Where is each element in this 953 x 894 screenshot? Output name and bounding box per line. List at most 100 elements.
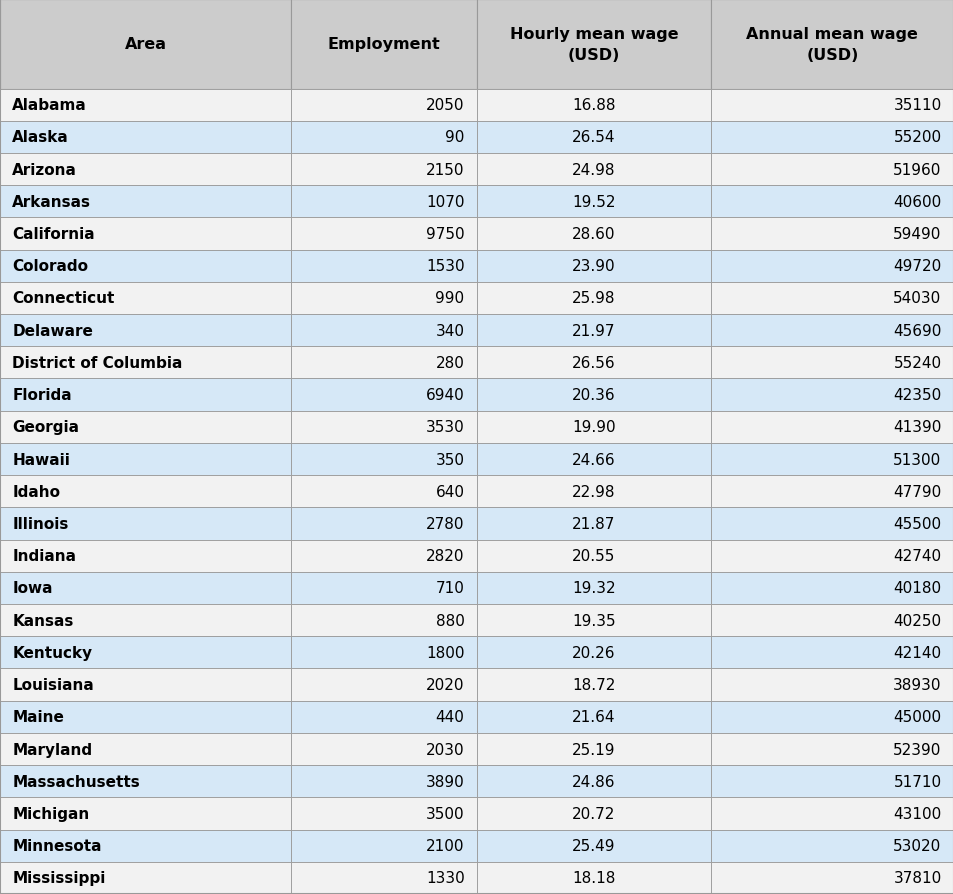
Bar xyxy=(0,411,291,443)
Bar xyxy=(476,572,710,604)
Bar xyxy=(476,443,710,476)
Text: 40180: 40180 xyxy=(893,581,941,595)
Bar xyxy=(291,283,476,315)
Bar xyxy=(476,250,710,283)
Bar xyxy=(476,411,710,443)
Text: Annual mean wage
(USD): Annual mean wage (USD) xyxy=(745,27,918,63)
Bar xyxy=(0,218,291,250)
Text: 42140: 42140 xyxy=(893,645,941,660)
Text: Delaware: Delaware xyxy=(12,324,93,338)
Bar xyxy=(476,218,710,250)
Text: Louisiana: Louisiana xyxy=(12,678,94,692)
Text: 21.97: 21.97 xyxy=(572,324,615,338)
Bar xyxy=(291,186,476,218)
Bar xyxy=(291,218,476,250)
Bar xyxy=(291,315,476,347)
Text: 3530: 3530 xyxy=(425,420,464,434)
Text: 2050: 2050 xyxy=(426,98,464,113)
Text: 42740: 42740 xyxy=(893,549,941,563)
Bar xyxy=(0,250,291,283)
Bar xyxy=(710,476,953,508)
Text: 350: 350 xyxy=(436,452,464,467)
Text: 2100: 2100 xyxy=(426,839,464,853)
Text: Employment: Employment xyxy=(327,38,440,52)
Bar xyxy=(476,637,710,669)
Text: 1330: 1330 xyxy=(425,871,464,885)
Bar xyxy=(0,508,291,540)
Text: 9750: 9750 xyxy=(426,227,464,241)
Text: Massachusetts: Massachusetts xyxy=(12,774,140,789)
Text: 340: 340 xyxy=(436,324,464,338)
Bar xyxy=(710,830,953,862)
Text: 3500: 3500 xyxy=(426,806,464,821)
Bar xyxy=(710,379,953,411)
Bar xyxy=(0,347,291,379)
Bar xyxy=(291,250,476,283)
Text: 2820: 2820 xyxy=(426,549,464,563)
Bar xyxy=(476,862,710,894)
Bar xyxy=(0,830,291,862)
Text: Colorado: Colorado xyxy=(12,259,89,274)
Text: 24.98: 24.98 xyxy=(572,163,615,177)
Text: 2150: 2150 xyxy=(426,163,464,177)
Bar xyxy=(710,411,953,443)
Bar xyxy=(291,572,476,604)
Text: 16.88: 16.88 xyxy=(572,98,615,113)
Bar xyxy=(710,315,953,347)
Bar xyxy=(476,186,710,218)
Text: California: California xyxy=(12,227,95,241)
Bar xyxy=(710,283,953,315)
Text: Hourly mean wage
(USD): Hourly mean wage (USD) xyxy=(509,27,678,63)
Text: 21.64: 21.64 xyxy=(572,710,615,724)
Bar xyxy=(710,797,953,830)
Text: 640: 640 xyxy=(436,485,464,499)
Bar xyxy=(476,830,710,862)
Text: Arkansas: Arkansas xyxy=(12,195,91,209)
Bar xyxy=(0,540,291,572)
Text: 3890: 3890 xyxy=(425,774,464,789)
Text: 52390: 52390 xyxy=(892,742,941,756)
Text: Illinois: Illinois xyxy=(12,517,69,531)
Bar xyxy=(710,154,953,186)
Text: 25.98: 25.98 xyxy=(572,291,615,306)
Bar xyxy=(476,347,710,379)
Bar xyxy=(710,733,953,765)
Bar xyxy=(710,765,953,797)
Text: Alaska: Alaska xyxy=(12,131,69,145)
Text: 40600: 40600 xyxy=(892,195,941,209)
Text: Arizona: Arizona xyxy=(12,163,77,177)
Text: 6940: 6940 xyxy=(425,388,464,402)
Text: 26.54: 26.54 xyxy=(572,131,615,145)
Text: Connecticut: Connecticut xyxy=(12,291,114,306)
Bar xyxy=(0,283,291,315)
Bar xyxy=(291,508,476,540)
Bar xyxy=(0,186,291,218)
Bar xyxy=(291,604,476,637)
Bar xyxy=(0,733,291,765)
Text: 280: 280 xyxy=(436,356,464,370)
Text: 45690: 45690 xyxy=(892,324,941,338)
Bar xyxy=(0,122,291,154)
Bar xyxy=(710,89,953,122)
Text: Kentucky: Kentucky xyxy=(12,645,92,660)
Bar xyxy=(0,701,291,733)
Bar xyxy=(710,701,953,733)
Text: 21.87: 21.87 xyxy=(572,517,615,531)
Text: 20.36: 20.36 xyxy=(572,388,615,402)
Text: 18.18: 18.18 xyxy=(572,871,615,885)
Text: 55240: 55240 xyxy=(893,356,941,370)
Text: Georgia: Georgia xyxy=(12,420,79,434)
Bar xyxy=(0,89,291,122)
Text: 22.98: 22.98 xyxy=(572,485,615,499)
Bar xyxy=(0,669,291,701)
Text: 35110: 35110 xyxy=(892,98,941,113)
Bar xyxy=(710,604,953,637)
Text: Idaho: Idaho xyxy=(12,485,60,499)
Text: 18.72: 18.72 xyxy=(572,678,615,692)
Bar xyxy=(476,0,710,89)
Bar xyxy=(710,443,953,476)
Bar xyxy=(0,0,291,89)
Bar xyxy=(0,476,291,508)
Bar xyxy=(291,476,476,508)
Text: 990: 990 xyxy=(435,291,464,306)
